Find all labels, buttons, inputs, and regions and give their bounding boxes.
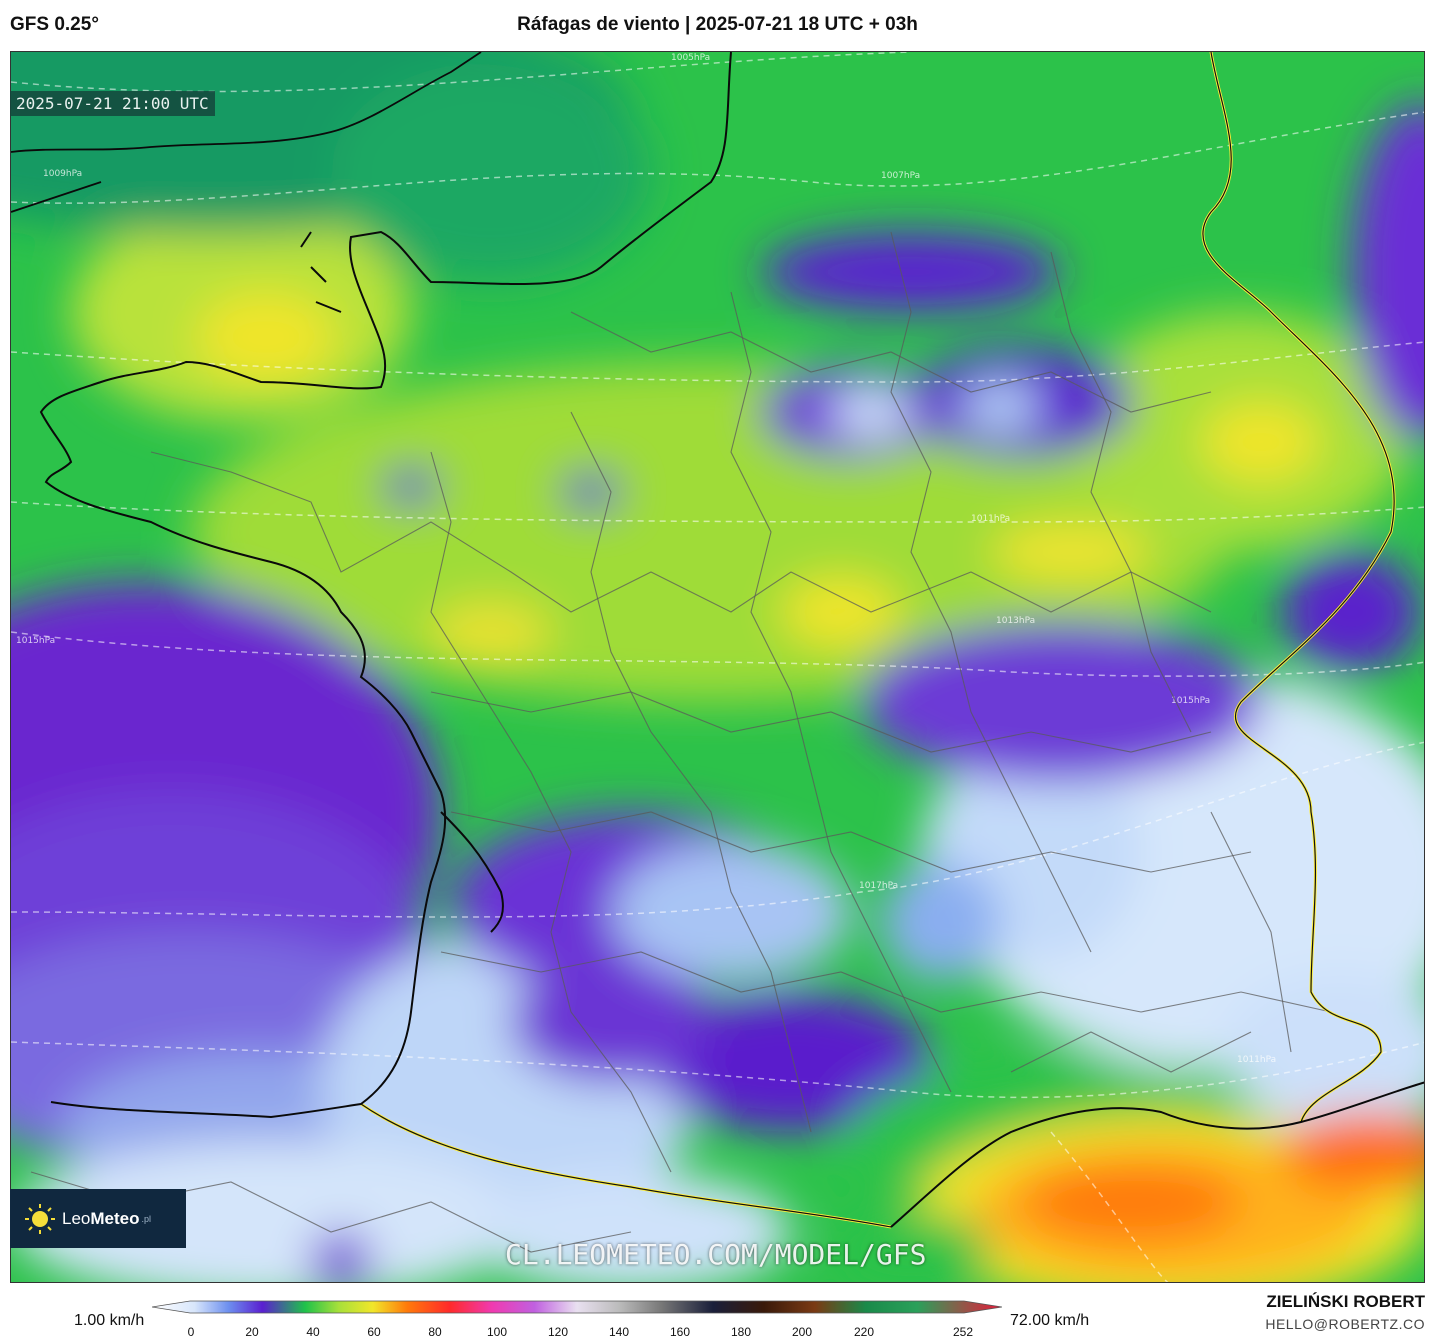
isobar-label: 1011hPa xyxy=(1237,1055,1276,1065)
legend-max-label: 72.00 km/h xyxy=(1010,1312,1090,1329)
legend-tick: 252 xyxy=(952,1325,974,1339)
author-credit: ZIELIŃSKI ROBERT xyxy=(1266,1292,1425,1311)
national-border xyxy=(360,52,1396,1229)
isobar-label: 1015hPa xyxy=(1171,696,1210,706)
legend-tick: 20 xyxy=(245,1325,259,1339)
department-borders xyxy=(30,231,1332,1253)
legend-tick: 100 xyxy=(486,1325,508,1339)
legend-tick: 220 xyxy=(853,1325,875,1339)
logo-text: LeoMeteo xyxy=(62,1209,140,1229)
color-scale-bar xyxy=(152,1300,1002,1314)
author-email[interactable]: HELLO@ROBERTZ.CO xyxy=(1265,1316,1425,1332)
isobar-label: 1009hPa xyxy=(43,169,82,179)
valid-time-label: 2025-07-21 21:00 UTC xyxy=(10,91,215,116)
legend-tick: 120 xyxy=(547,1325,569,1339)
model-label: GFS 0.25° xyxy=(10,14,99,35)
isobar-labels: 1005hPa 1007hPa 1009hPa 1011hPa 1013hPa … xyxy=(16,53,1276,1065)
logo-suffix: .pl xyxy=(141,1213,152,1224)
legend-tick: 80 xyxy=(428,1325,442,1339)
coastline xyxy=(39,52,1424,1228)
legend-tick: 140 xyxy=(608,1325,630,1339)
isobar-label: 1015hPa xyxy=(16,636,55,646)
isobar-label: 1013hPa xyxy=(996,616,1035,626)
sun-icon xyxy=(25,1203,55,1234)
map-canvas: 1005hPa 1007hPa 1009hPa 1011hPa 1013hPa … xyxy=(11,52,1424,1282)
legend-tick: 180 xyxy=(730,1325,752,1339)
isobar-label: 1007hPa xyxy=(881,171,920,181)
legend-tick: 160 xyxy=(669,1325,691,1339)
leometeo-logo[interactable]: LeoMeteo .pl xyxy=(10,1189,186,1248)
logo-name-bold: Meteo xyxy=(90,1208,140,1228)
legend-tick: 0 xyxy=(187,1325,195,1339)
isobar-label: 1011hPa xyxy=(971,514,1010,524)
coastline-north xyxy=(11,52,482,213)
isobar-label: 1005hPa xyxy=(671,53,710,63)
legend-tick: 60 xyxy=(367,1325,381,1339)
legend-tick: 200 xyxy=(791,1325,813,1339)
source-watermark: CL.LEOMETEO.COM/MODEL/GFS xyxy=(505,1238,927,1271)
chart-title: Ráfagas de viento | 2025-07-21 18 UTC + … xyxy=(517,14,918,35)
legend-tick: 40 xyxy=(306,1325,320,1339)
isobars xyxy=(11,52,1424,1282)
logo-name-light: Leo xyxy=(62,1208,91,1228)
wind-gust-map: 1005hPa 1007hPa 1009hPa 1011hPa 1013hPa … xyxy=(10,51,1425,1283)
wind-field xyxy=(11,52,1424,1282)
legend-min-label: 1.00 km/h xyxy=(74,1312,145,1329)
isobar-label: 1017hPa xyxy=(859,881,898,891)
